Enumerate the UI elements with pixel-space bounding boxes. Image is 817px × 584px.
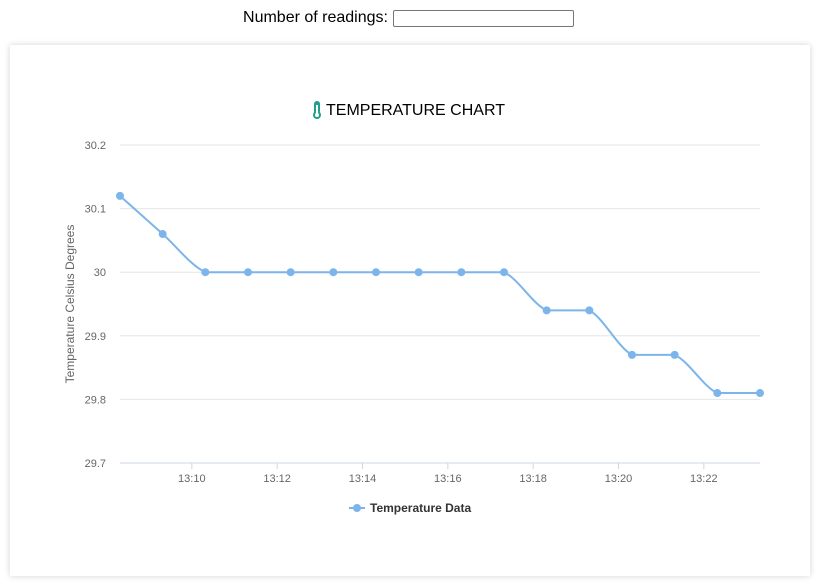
data-point[interactable] [713,389,722,398]
data-point[interactable] [585,306,594,315]
y-tick-label: 29.9 [85,331,106,343]
chart-title: TEMPERATURE CHART [326,102,505,119]
x-tick-label: 13:22 [690,473,718,485]
temperature-chart: TEMPERATURE CHART 30.2 30.1 30 29.9 29.8 29.7… [63,101,764,515]
x-tick-label: 13:12 [263,473,291,485]
data-point[interactable] [372,268,380,277]
legend[interactable]: Temperature Data [349,501,471,515]
x-tick-label: 13:18 [519,473,547,485]
data-point[interactable] [542,306,551,315]
x-tick-label: 13:20 [605,473,633,485]
y-tick-label: 30.1 [85,204,106,216]
x-tick-label: 13:16 [434,473,462,485]
chart-title-group: TEMPERATURE CHART [313,101,505,119]
chart-card: TEMPERATURE CHART 30.2 30.1 30 29.9 29.8 29.7… [10,45,810,576]
data-point[interactable] [201,268,210,277]
data-point[interactable] [286,268,295,277]
y-tick-label: 29.7 [85,458,106,470]
x-tick-label: 13:10 [178,473,206,485]
data-point[interactable] [628,350,636,359]
data-point[interactable] [756,389,764,398]
y-tick-label: 30 [94,267,106,279]
data-point[interactable] [670,350,679,359]
readings-label: Number of readings: [243,9,388,26]
readings-form: Number of readings: [0,0,817,36]
data-point[interactable] [158,230,167,239]
y-tick-label: 30.2 [85,140,106,152]
data-point[interactable] [329,268,338,277]
y-axis-title: Temperature Celsius Degrees [63,225,77,384]
legend-label: Temperature Data [370,501,471,515]
series-temperature-data [116,191,764,398]
x-tick-label: 13:14 [349,473,377,485]
series-line [119,195,760,395]
data-point[interactable] [116,191,124,200]
data-point[interactable] [457,268,466,277]
x-axis-ticks: 13:10 13:12 13:14 13:16 13:18 13:20 13:22 [178,463,718,485]
data-point[interactable] [244,268,252,277]
data-point[interactable] [414,268,423,277]
readings-input[interactable] [392,9,574,27]
y-axis-ticks: 30.2 30.1 30 29.9 29.8 29.7 [85,140,106,470]
y-tick-label: 29.8 [85,394,106,406]
thermometer-icon [313,101,321,119]
data-point[interactable] [500,268,508,277]
legend-marker-icon [353,504,361,512]
